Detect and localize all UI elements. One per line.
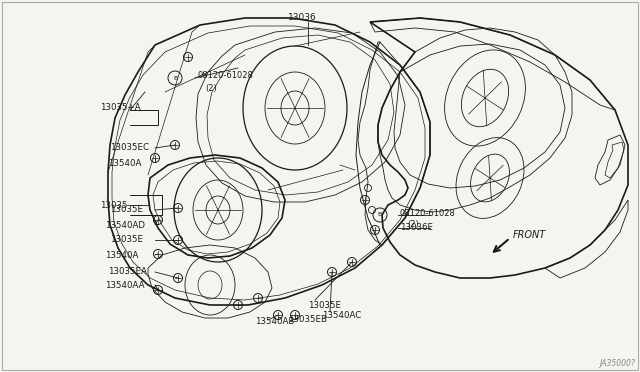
Text: 13036: 13036 <box>287 13 316 22</box>
Text: FRONT: FRONT <box>513 230 547 240</box>
Text: 13540AA: 13540AA <box>105 280 145 289</box>
Text: (2): (2) <box>407 221 419 230</box>
Text: 08120-61028: 08120-61028 <box>198 71 254 80</box>
Text: B: B <box>378 212 382 218</box>
Text: 13035E: 13035E <box>110 235 143 244</box>
Text: 13035: 13035 <box>100 201 127 209</box>
Text: JA35000?: JA35000? <box>599 359 635 368</box>
Text: 13540AB: 13540AB <box>255 317 294 327</box>
Text: 13035EB: 13035EB <box>288 315 327 324</box>
Text: 13540AD: 13540AD <box>105 221 145 230</box>
Text: 13540A: 13540A <box>108 158 141 167</box>
Text: 13036E: 13036E <box>400 222 433 231</box>
Text: 13035+A: 13035+A <box>100 103 141 112</box>
Text: 13540AC: 13540AC <box>322 311 361 320</box>
Text: 08120-61028: 08120-61028 <box>400 208 456 218</box>
Text: (2): (2) <box>205 83 217 93</box>
Text: 13035E: 13035E <box>110 205 143 215</box>
Text: 13035EC: 13035EC <box>110 144 149 153</box>
Text: 13540A: 13540A <box>105 250 138 260</box>
Text: 13035EA: 13035EA <box>108 267 147 276</box>
Text: B: B <box>173 76 177 80</box>
Text: 13035E: 13035E <box>308 301 341 310</box>
